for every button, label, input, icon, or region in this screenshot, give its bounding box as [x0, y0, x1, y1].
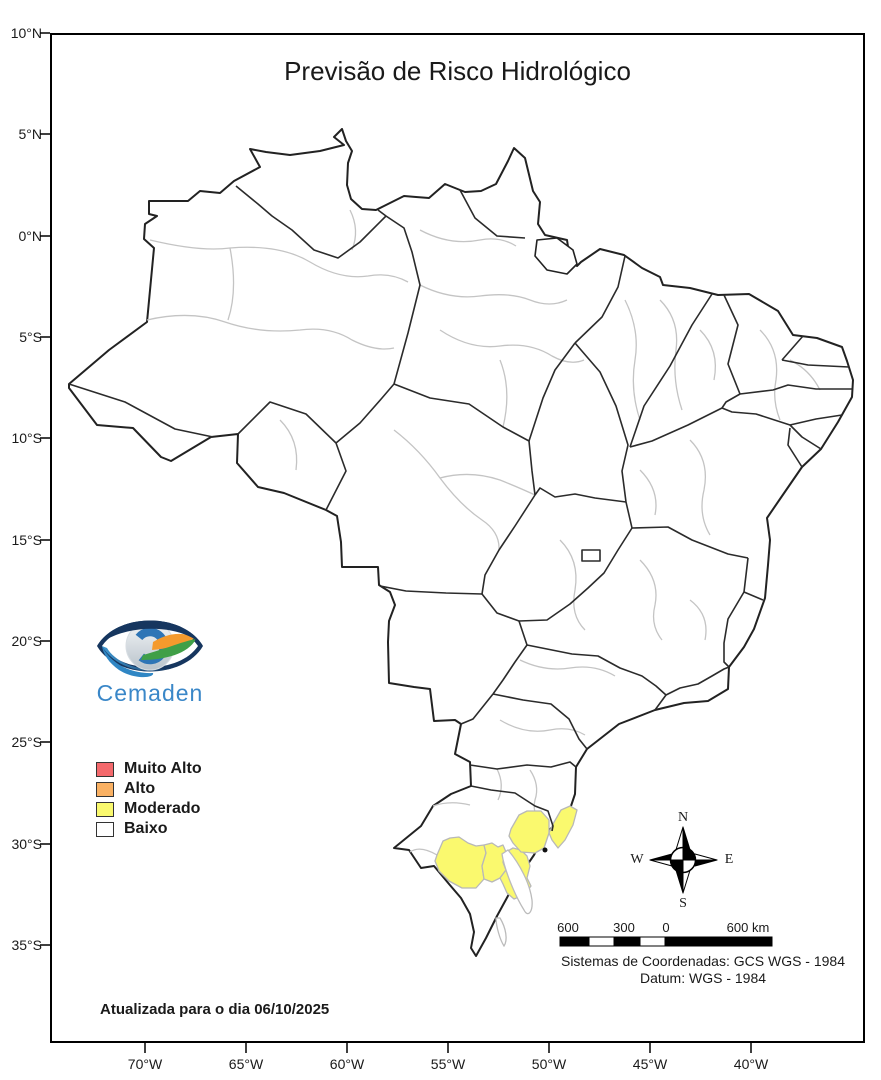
compass-n-label: N [677, 810, 689, 825]
subregion-borders [146, 209, 821, 856]
lon-tick-label: 55°W [430, 1056, 466, 1072]
scale-label-600-left: 600 [557, 920, 579, 935]
legend-swatch-muito-alto [96, 761, 114, 777]
legend-label: Alto [124, 780, 156, 797]
map-frame [50, 33, 865, 1043]
page-title: Previsão de Risco Hidrológico [284, 56, 631, 86]
state-borders [68, 185, 852, 832]
legend-row: Muito Alto [96, 759, 202, 779]
compass-rose-icon [649, 826, 718, 894]
legend-label: Baixo [124, 820, 168, 837]
lat-tick-label: 25°S [11, 734, 42, 750]
lon-tick-label: 50°W [531, 1056, 567, 1072]
lon-tick-label: 65°W [228, 1056, 264, 1072]
lon-tick-label: 40°W [733, 1056, 769, 1072]
updated-date-text: Atualizada para o dia 06/10/2025 [100, 1001, 330, 1018]
compass-s-label: S [679, 896, 687, 911]
legend-swatch-moderado [96, 801, 114, 817]
scale-bar [559, 936, 773, 947]
lat-tick-label: 30°S [11, 836, 42, 852]
coast-point-marker [542, 847, 548, 853]
marajo-island [534, 237, 578, 275]
compass-e-label: E [724, 852, 734, 867]
coordinate-system-text: Sistemas de Coordenadas: GCS WGS - 1984 [560, 953, 846, 969]
legend-row: Baixo [96, 819, 202, 839]
scale-label-600-km: 600 km [726, 920, 770, 935]
lagoon [495, 849, 533, 948]
graticule-ticks [40, 32, 752, 1053]
lon-tick-label: 60°W [329, 1056, 365, 1072]
legend-label: Muito Alto [124, 760, 202, 777]
lat-tick-label: 20°S [11, 633, 42, 649]
cemaden-wordmark: Cemaden [96, 680, 204, 706]
datum-text: Datum: WGS - 1984 [639, 970, 767, 986]
legend-label: Moderado [124, 800, 201, 817]
compass-w-label: W [630, 852, 644, 867]
lon-tick-label: 45°W [632, 1056, 668, 1072]
legend-row: Alto [96, 779, 202, 799]
scale-label-0: 0 [662, 920, 670, 935]
cemaden-logo-icon [97, 620, 203, 678]
risk-legend: Muito Alto Alto Moderado Baixo [96, 759, 202, 839]
lat-tick-label: 5°S [19, 329, 42, 345]
scale-label-300: 300 [613, 920, 635, 935]
lon-tick-label: 70°W [127, 1056, 163, 1072]
lat-tick-label: 5°N [18, 126, 43, 142]
lat-tick-label: 10°N [10, 25, 42, 41]
lat-tick-label: 10°S [11, 430, 42, 446]
legend-row: Moderado [96, 799, 202, 819]
legend-swatch-baixo [96, 821, 114, 837]
lat-tick-label: 15°S [11, 532, 42, 548]
lat-tick-label: 35°S [11, 937, 42, 953]
lat-tick-label: 0°N [18, 228, 43, 244]
legend-swatch-alto [96, 781, 114, 797]
